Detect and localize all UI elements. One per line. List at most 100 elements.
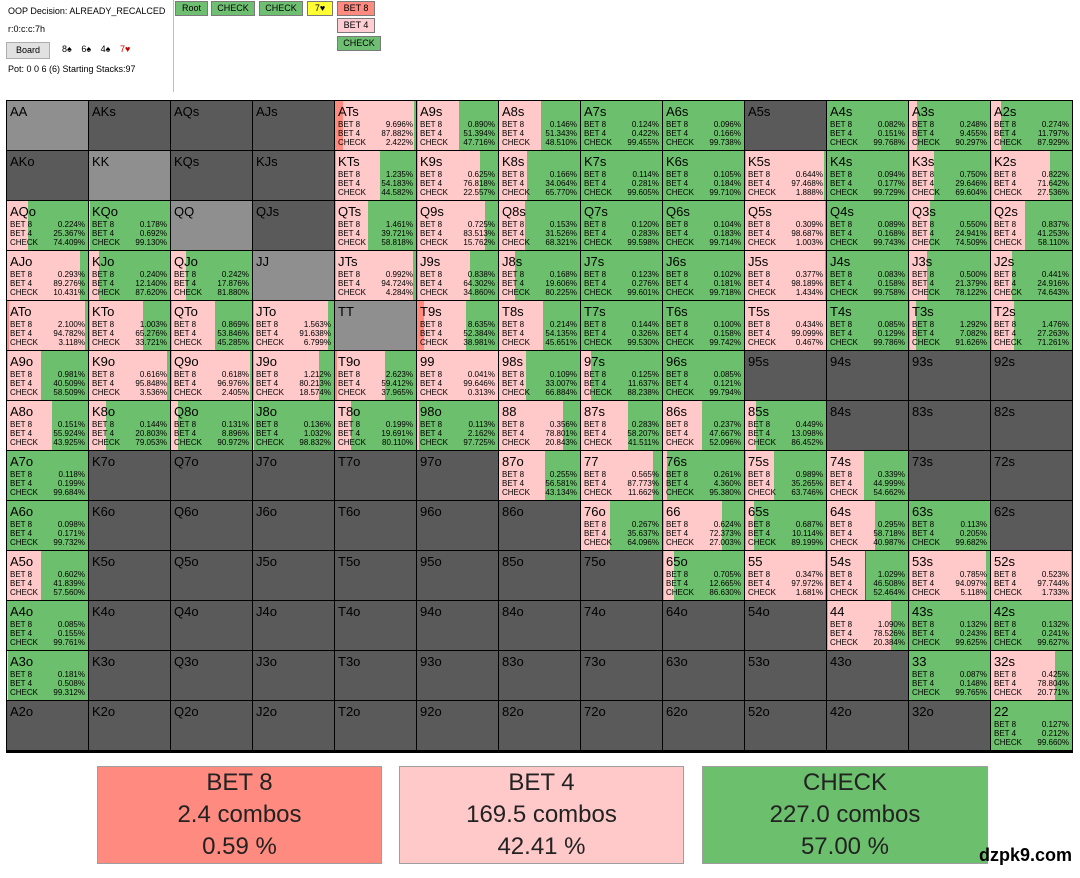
hand-cell[interactable]: K8o BET 8 0.144% BET 4 20.803% CHECK 79.053% bbox=[89, 401, 170, 450]
hand-cell[interactable]: K9o BET 8 0.616% BET 4 95.848% CHECK 3.536% bbox=[89, 351, 170, 400]
hand-cell[interactable]: 83s bbox=[909, 401, 990, 450]
hand-cell[interactable]: T9s BET 8 8.635% BET 4 52.384% CHECK 38.981% bbox=[417, 301, 498, 350]
hand-cell[interactable]: T6o bbox=[335, 501, 416, 550]
hand-cell[interactable]: Q2o bbox=[171, 701, 252, 750]
hand-cell[interactable]: A7o BET 8 0.118% BET 4 0.199% CHECK 99.684% bbox=[7, 451, 88, 500]
board-button[interactable]: Board bbox=[6, 42, 50, 59]
hand-cell[interactable]: Q5s BET 8 0.309% BET 4 98.687% CHECK 1.003% bbox=[745, 201, 826, 250]
hand-cell[interactable]: J9o BET 8 1.212% BET 4 80.213% CHECK 18.574% bbox=[253, 351, 334, 400]
hand-cell[interactable]: 87o BET 8 0.255% BET 4 56.581% CHECK 43.134% bbox=[499, 451, 580, 500]
hand-cell[interactable]: 63s BET 8 0.113% BET 4 0.205% CHECK 99.682% bbox=[909, 501, 990, 550]
hand-cell[interactable]: T7o bbox=[335, 451, 416, 500]
hand-cell[interactable]: A3s BET 8 0.248% BET 4 9.455% CHECK 90.297% bbox=[909, 101, 990, 150]
hand-cell[interactable]: Q9s BET 8 0.725% BET 4 83.513% CHECK 15.762% bbox=[417, 201, 498, 250]
hand-cell[interactable]: AKs bbox=[89, 101, 170, 150]
hand-cell[interactable]: Q3o bbox=[171, 651, 252, 700]
hand-cell[interactable]: 63o bbox=[663, 651, 744, 700]
hand-cell[interactable]: 62o bbox=[663, 701, 744, 750]
hand-cell[interactable]: K3o bbox=[89, 651, 170, 700]
hand-cell[interactable]: Q6o bbox=[171, 501, 252, 550]
hand-cell[interactable]: A6o BET 8 0.098% BET 4 0.171% CHECK 99.732% bbox=[7, 501, 88, 550]
hand-cell[interactable]: 72o bbox=[581, 701, 662, 750]
hand-cell[interactable]: 93s bbox=[909, 351, 990, 400]
hand-cell[interactable]: T3o bbox=[335, 651, 416, 700]
hand-cell[interactable]: J5s BET 8 0.377% BET 4 98.189% CHECK 1.434% bbox=[745, 251, 826, 300]
hand-cell[interactable]: 97o bbox=[417, 451, 498, 500]
hand-cell[interactable]: 44 BET 8 1.090% BET 4 78.526% CHECK 20.384% bbox=[827, 601, 908, 650]
hand-cell[interactable]: 84o bbox=[499, 601, 580, 650]
hand-cell[interactable]: 52s BET 8 0.523% BET 4 97.744% CHECK 1.733% bbox=[991, 551, 1072, 600]
hand-cell[interactable]: QJs bbox=[253, 201, 334, 250]
hand-cell[interactable]: J3s BET 8 0.500% BET 4 21.379% CHECK 78.122% bbox=[909, 251, 990, 300]
nav-bet4-button[interactable]: BET 4 bbox=[337, 18, 375, 33]
hand-cell[interactable]: AA bbox=[7, 101, 88, 150]
hand-cell[interactable]: 33 BET 8 0.087% BET 4 0.148% CHECK 99.765% bbox=[909, 651, 990, 700]
hand-cell[interactable]: K4s BET 8 0.094% BET 4 0.177% CHECK 99.729% bbox=[827, 151, 908, 200]
hand-cell[interactable]: QJo BET 8 0.242% BET 4 17.876% CHECK 81.880% bbox=[171, 251, 252, 300]
hand-cell[interactable]: Q8o BET 8 0.131% BET 4 8.896% CHECK 90.972% bbox=[171, 401, 252, 450]
hand-cell[interactable]: J3o bbox=[253, 651, 334, 700]
hand-cell[interactable]: Q6s BET 8 0.104% BET 4 0.183% CHECK 99.714% bbox=[663, 201, 744, 250]
hand-cell[interactable]: 84s bbox=[827, 401, 908, 450]
hand-cell[interactable]: K2s BET 8 0.822% BET 4 71.642% CHECK 27.536% bbox=[991, 151, 1072, 200]
hand-cell[interactable]: 94s bbox=[827, 351, 908, 400]
hand-cell[interactable]: 88 BET 8 0.356% BET 4 78.801% CHECK 20.843% bbox=[499, 401, 580, 450]
hand-cell[interactable]: 74o bbox=[581, 601, 662, 650]
hand-cell[interactable]: 85o bbox=[499, 551, 580, 600]
hand-cell[interactable]: A4s BET 8 0.082% BET 4 0.151% CHECK 99.768% bbox=[827, 101, 908, 150]
hand-cell[interactable]: A5s bbox=[745, 101, 826, 150]
hand-cell[interactable]: A7s BET 8 0.124% BET 4 0.422% CHECK 99.455% bbox=[581, 101, 662, 150]
hand-cell[interactable]: KTs BET 8 1.235% BET 4 54.183% CHECK 44.582% bbox=[335, 151, 416, 200]
hand-cell[interactable]: A4o BET 8 0.085% BET 4 0.155% CHECK 99.761% bbox=[7, 601, 88, 650]
hand-cell[interactable]: 42s BET 8 0.132% BET 4 0.241% CHECK 99.627% bbox=[991, 601, 1072, 650]
hand-cell[interactable]: A9o BET 8 0.981% BET 4 40.509% CHECK 58.509% bbox=[7, 351, 88, 400]
nav-check-button-1[interactable]: CHECK bbox=[211, 1, 255, 16]
hand-cell[interactable]: 32o bbox=[909, 701, 990, 750]
hand-cell[interactable]: 42o bbox=[827, 701, 908, 750]
hand-cell[interactable]: J8s BET 8 0.168% BET 4 19.606% CHECK 80.225% bbox=[499, 251, 580, 300]
hand-cell[interactable]: T3s BET 8 1.292% BET 4 7.082% CHECK 91.626% bbox=[909, 301, 990, 350]
hand-cell[interactable]: 95s bbox=[745, 351, 826, 400]
hand-cell[interactable]: T2o bbox=[335, 701, 416, 750]
hand-cell[interactable]: A9s BET 8 0.890% BET 4 51.394% CHECK 47.716% bbox=[417, 101, 498, 150]
hand-cell[interactable]: 32s BET 8 0.425% BET 4 78.804% CHECK 20.771% bbox=[991, 651, 1072, 700]
hand-cell[interactable]: QTo BET 8 0.869% BET 4 53.846% CHECK 45.285% bbox=[171, 301, 252, 350]
hand-cell[interactable]: Q9o BET 8 0.618% BET 4 96.976% CHECK 2.405% bbox=[171, 351, 252, 400]
hand-cell[interactable]: J8o BET 8 0.136% BET 4 1.032% CHECK 98.832% bbox=[253, 401, 334, 450]
hand-cell[interactable]: Q3s BET 8 0.550% BET 4 24.941% CHECK 74.509% bbox=[909, 201, 990, 250]
nav-turn-card-button[interactable]: 7♥ bbox=[307, 1, 333, 16]
hand-cell[interactable]: K8s BET 8 0.166% BET 4 34.064% CHECK 65.770% bbox=[499, 151, 580, 200]
hand-cell[interactable]: J6o bbox=[253, 501, 334, 550]
hand-cell[interactable]: J2s BET 8 0.441% BET 4 24.916% CHECK 74.643% bbox=[991, 251, 1072, 300]
hand-cell[interactable]: A2s BET 8 0.274% BET 4 11.797% CHECK 87.929% bbox=[991, 101, 1072, 150]
hand-cell[interactable]: 92s bbox=[991, 351, 1072, 400]
hand-cell[interactable]: QTs BET 8 1.461% BET 4 39.721% CHECK 58.818% bbox=[335, 201, 416, 250]
hand-cell[interactable]: QQ bbox=[171, 201, 252, 250]
hand-cell[interactable]: 72s bbox=[991, 451, 1072, 500]
hand-cell[interactable]: A2o bbox=[7, 701, 88, 750]
hand-cell[interactable]: 92o bbox=[417, 701, 498, 750]
hand-cell[interactable]: AQo BET 8 0.224% BET 4 25.367% CHECK 74.409% bbox=[7, 201, 88, 250]
hand-cell[interactable]: 62s bbox=[991, 501, 1072, 550]
hand-cell[interactable]: Q7s BET 8 0.120% BET 4 0.283% CHECK 99.598% bbox=[581, 201, 662, 250]
hand-cell[interactable]: KJs bbox=[253, 151, 334, 200]
hand-cell[interactable]: 75o bbox=[581, 551, 662, 600]
hand-cell[interactable]: 53s BET 8 0.785% BET 4 94.097% CHECK 5.118% bbox=[909, 551, 990, 600]
hand-cell[interactable]: 77 BET 8 0.565% BET 4 87.773% CHECK 11.662% bbox=[581, 451, 662, 500]
hand-cell[interactable]: ATo BET 8 2.100% BET 4 94.782% CHECK 3.118% bbox=[7, 301, 88, 350]
hand-cell[interactable]: 83o bbox=[499, 651, 580, 700]
hand-cell[interactable]: J7o bbox=[253, 451, 334, 500]
hand-cell[interactable]: 54o bbox=[745, 601, 826, 650]
hand-cell[interactable]: 74s BET 8 0.339% BET 4 44.999% CHECK 54.662% bbox=[827, 451, 908, 500]
hand-cell[interactable]: 87s BET 8 0.283% BET 4 58.207% CHECK 41.511% bbox=[581, 401, 662, 450]
hand-cell[interactable]: Q4o bbox=[171, 601, 252, 650]
hand-cell[interactable]: T7s BET 8 0.144% BET 4 0.326% CHECK 99.530% bbox=[581, 301, 662, 350]
hand-cell[interactable]: 73o bbox=[581, 651, 662, 700]
hand-cell[interactable]: J2o bbox=[253, 701, 334, 750]
hand-cell[interactable]: J4o bbox=[253, 601, 334, 650]
hand-cell[interactable]: Q8s BET 8 0.153% BET 4 31.526% CHECK 68.321% bbox=[499, 201, 580, 250]
hand-cell[interactable]: K2o bbox=[89, 701, 170, 750]
hand-cell[interactable]: A3o BET 8 0.181% BET 4 0.508% CHECK 99.312% bbox=[7, 651, 88, 700]
hand-cell[interactable]: K9s BET 8 0.625% BET 4 76.818% CHECK 22.557% bbox=[417, 151, 498, 200]
hand-cell[interactable]: AKo bbox=[7, 151, 88, 200]
